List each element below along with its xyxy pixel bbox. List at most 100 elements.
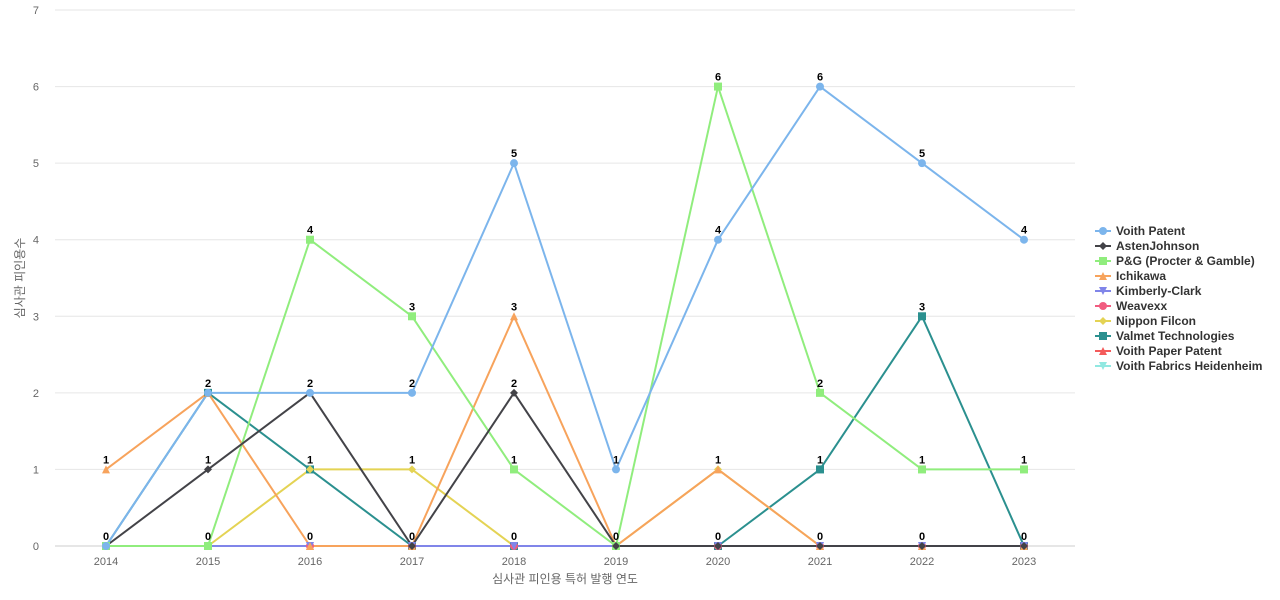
- y-tick-label: 7: [33, 5, 39, 17]
- data-label: 1: [613, 454, 619, 466]
- data-label: 2: [409, 378, 415, 390]
- point-nippon-filcon: [306, 465, 314, 474]
- x-axis-title: 심사관 피인용 특허 발행 연도: [492, 571, 638, 586]
- legend-item-ichikawa[interactable]: Ichikawa: [1095, 269, 1166, 283]
- series-line-ichikawa: [105, 315, 1024, 547]
- legend-label: Nippon Filcon: [1116, 314, 1196, 328]
- data-label: 0: [715, 531, 721, 543]
- data-label: 6: [715, 72, 721, 84]
- legend-label: Ichikawa: [1116, 269, 1166, 283]
- legend-item-valmet-technologies[interactable]: Valmet Technologies: [1095, 329, 1235, 343]
- legend-item-weavexx[interactable]: Weavexx: [1095, 299, 1167, 313]
- point-kimberly-clark: [510, 542, 518, 550]
- point-astenjohnson: [408, 542, 416, 550]
- point-p-g-procter-gamble: [408, 312, 416, 321]
- y-axis-ticks: 0 1 2 3 4 5 6 7: [33, 5, 39, 553]
- point-p-g-procter-gamble: [1020, 465, 1028, 474]
- y-tick-label: 1: [33, 464, 39, 476]
- x-tick-label: 2021: [808, 556, 832, 568]
- point-voith-patent: [816, 82, 824, 91]
- point-valmet-technologies: [816, 465, 824, 474]
- point-p-g-procter-gamble: [510, 465, 518, 474]
- data-label: 1: [1021, 454, 1027, 466]
- series-line-astenjohnson: [105, 391, 1024, 547]
- point-ichikawa: [306, 542, 314, 550]
- legend-label: Voith Patent: [1116, 224, 1185, 238]
- legend-label: Voith Fabrics Heidenheim: [1116, 359, 1262, 373]
- point-astenjohnson: [510, 388, 518, 397]
- legend-label: Kimberly-Clark: [1116, 284, 1202, 298]
- legend-label: Voith Paper Patent: [1116, 344, 1222, 358]
- legend-marker: [1099, 332, 1107, 340]
- legend-label: AstenJohnson: [1116, 239, 1199, 253]
- point-astenjohnson: [1020, 542, 1028, 550]
- data-label: 2: [817, 378, 823, 390]
- point-p-g-procter-gamble: [714, 82, 722, 91]
- y-axis-title: 심사관 피인용수: [13, 238, 27, 319]
- point-p-g-procter-gamble: [918, 465, 926, 474]
- legend-item-voith-patent[interactable]: Voith Patent: [1095, 224, 1185, 238]
- point-p-g-procter-gamble: [204, 542, 212, 550]
- point-voith-patent: [1020, 235, 1028, 244]
- x-tick-label: 2014: [94, 556, 118, 568]
- data-label: 1: [103, 454, 109, 466]
- data-label: 0: [103, 531, 109, 543]
- series-line-voith-patent: [105, 85, 1025, 547]
- data-label: 1: [919, 454, 925, 466]
- legend-marker: [1099, 242, 1107, 250]
- data-label: 1: [409, 454, 415, 466]
- data-label: 5: [919, 148, 925, 160]
- point-voith-patent: [510, 159, 518, 168]
- data-label: 1: [511, 454, 517, 466]
- data-label: 4: [715, 225, 722, 237]
- point-astenjohnson: [918, 542, 926, 550]
- data-label: 3: [511, 301, 517, 313]
- legend-item-nippon-filcon[interactable]: Nippon Filcon: [1095, 314, 1196, 328]
- data-label: 5: [511, 148, 517, 160]
- data-label: 2: [307, 378, 313, 390]
- x-tick-label: 2022: [910, 556, 934, 568]
- point-astenjohnson: [816, 542, 824, 550]
- point-astenjohnson: [612, 542, 620, 550]
- point-voith-patent: [204, 388, 212, 397]
- point-voith-patent: [612, 465, 620, 474]
- legend-item-kimberly-clark[interactable]: Kimberly-Clark: [1095, 284, 1202, 298]
- data-label: 1: [307, 454, 313, 466]
- data-label: 3: [409, 301, 415, 313]
- legend-item-astenjohnson[interactable]: AstenJohnson: [1095, 239, 1199, 253]
- data-label: 0: [613, 531, 619, 543]
- data-label: 6: [817, 72, 823, 84]
- point-p-g-procter-gamble: [306, 235, 314, 244]
- x-axis-ticks: 2014 2015 2016 2017 2018 2019 2020 2021 2022 2023: [94, 556, 1036, 568]
- point-p-g-procter-gamble: [816, 388, 824, 397]
- point-voith-patent: [306, 388, 314, 397]
- data-label: 4: [307, 225, 314, 237]
- data-label: 2: [205, 378, 211, 390]
- data-label: 4: [1021, 225, 1028, 237]
- data-label: 3: [919, 301, 925, 313]
- legend-item-p-g-procter-gamble[interactable]: P&G (Procter & Gamble): [1095, 254, 1255, 268]
- data-label: 2: [511, 378, 517, 390]
- y-tick-label: 3: [33, 311, 39, 323]
- data-label: 0: [409, 531, 415, 543]
- y-tick-label: 5: [33, 158, 39, 170]
- data-label: 1: [817, 454, 823, 466]
- data-label: 0: [511, 531, 517, 543]
- legend-label: Valmet Technologies: [1116, 329, 1235, 343]
- point-voith-patent: [408, 388, 416, 397]
- point-ichikawa: [510, 312, 518, 321]
- point-astenjohnson: [714, 542, 722, 550]
- legend-item-voith-fabrics-heidenheim[interactable]: Voith Fabrics Heidenheim: [1095, 359, 1262, 373]
- point-voith-patent: [714, 235, 722, 244]
- data-label: 0: [919, 531, 925, 543]
- data-label: 0: [307, 531, 313, 543]
- legend-item-voith-paper-patent[interactable]: Voith Paper Patent: [1095, 344, 1222, 358]
- legend-marker: [1099, 287, 1107, 295]
- y-tick-label: 2: [33, 388, 39, 400]
- series-lines: [105, 85, 1025, 547]
- legend-label: Weavexx: [1116, 299, 1167, 313]
- legend-marker: [1099, 272, 1107, 280]
- legend-marker: [1099, 317, 1107, 325]
